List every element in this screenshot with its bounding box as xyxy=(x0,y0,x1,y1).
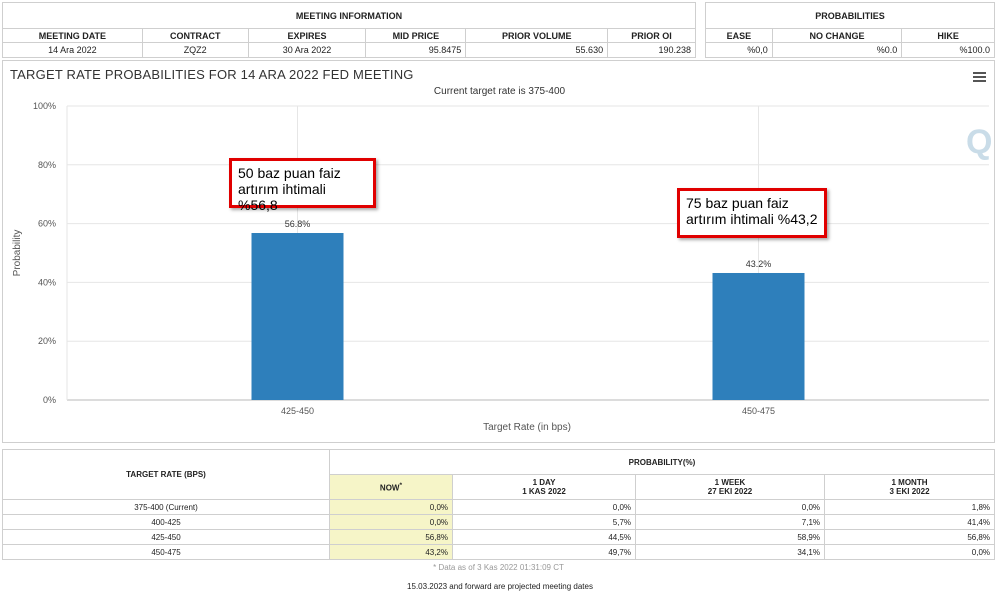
chart-subtitle: Current target rate is 375-400 xyxy=(433,86,566,97)
y-tick-label: 60% xyxy=(38,219,56,229)
row-target-rate: 400-425 xyxy=(2,514,330,530)
row-target-rate: 375-400 (Current) xyxy=(2,499,330,515)
ease-value: %0,0 xyxy=(705,42,773,58)
col-now-label: NOW xyxy=(379,483,400,493)
row-1-day: 49,7% xyxy=(452,544,636,560)
col-1-day: 1 DAY 1 KAS 2022 xyxy=(452,474,636,500)
meeting-info-panel: MEETING INFORMATION MEETING DATE CONTRAC… xyxy=(2,2,696,58)
callout-50bp-line2: artırım ihtimali %56,8 xyxy=(238,181,326,213)
row-now: 0,0% xyxy=(329,514,453,530)
col-meeting-date: MEETING DATE xyxy=(2,28,143,43)
row-1-day: 44,5% xyxy=(452,529,636,545)
callout-50bp-line1: 50 baz puan faiz xyxy=(238,165,341,181)
table-row: 450-475 43,2% 49,7% 34,1% 0,0% xyxy=(2,544,995,560)
row-now: 43,2% xyxy=(329,544,453,560)
contract-value: ZQZ2 xyxy=(141,42,249,58)
row-1-month: 56,8% xyxy=(824,529,995,545)
bar-value-label: 43.2% xyxy=(746,259,772,269)
row-1-week: 0,0% xyxy=(635,499,825,515)
y-axis-label: Probability xyxy=(12,230,23,277)
callout-75bp-line1: 75 baz puan faiz xyxy=(686,195,789,211)
col-1-month-label: 1 MONTH xyxy=(891,478,928,487)
x-axis-label: Target Rate (in bps) xyxy=(483,422,571,433)
col-1-week-date: 27 EKI 2022 xyxy=(707,487,753,496)
col-no-change: NO CHANGE xyxy=(771,28,903,43)
row-1-month: 0,0% xyxy=(824,544,995,560)
probability-history-table: TARGET RATE (BPS) PROBABILITY(%) NOW* 1 … xyxy=(2,449,995,560)
probabilities-panel: PROBABILITIES EASE NO CHANGE HIKE %0,0 %… xyxy=(705,2,995,58)
callout-50bp: 50 baz puan faiz artırım ihtimali %56,8 xyxy=(229,158,376,213)
col-prior-volume: PRIOR VOLUME xyxy=(465,28,609,43)
row-1-week: 7,1% xyxy=(635,514,825,530)
watermark-q-icon: Q xyxy=(966,123,992,161)
bar-450-475[interactable] xyxy=(712,272,805,400)
target-rate-header: TARGET RATE (BPS) xyxy=(2,449,330,500)
bar-value-label: 56.8% xyxy=(285,219,311,229)
row-target-rate: 425-450 xyxy=(2,529,330,545)
col-mid-price: MID PRICE xyxy=(365,28,467,43)
y-tick-label: 40% xyxy=(38,277,56,287)
expires-value: 30 Ara 2022 xyxy=(247,42,367,58)
probability-history-panel: TARGET RATE (BPS) PROBABILITY(%) NOW* 1 … xyxy=(2,449,995,560)
col-1-month: 1 MONTH 3 EKI 2022 xyxy=(824,474,995,500)
col-1-day-label: 1 DAY xyxy=(532,478,556,487)
y-tick-label: 0% xyxy=(43,395,56,405)
row-target-rate: 450-475 xyxy=(2,544,330,560)
callout-75bp-line2: artırım ihtimali %43,2 xyxy=(686,211,818,227)
bar-425-450[interactable] xyxy=(251,233,344,400)
col-contract: CONTRACT xyxy=(141,28,249,43)
meeting-info-table: MEETING INFORMATION MEETING DATE CONTRAC… xyxy=(2,2,696,58)
projected-dates-note: 15.03.2023 and forward are projected mee… xyxy=(407,582,593,591)
col-1-day-date: 1 KAS 2022 xyxy=(522,487,566,496)
y-tick-label: 80% xyxy=(38,160,56,170)
meeting-date-value: 14 Ara 2022 xyxy=(2,42,143,58)
probability-header: PROBABILITY(%) xyxy=(329,449,995,475)
meeting-info-title: MEETING INFORMATION xyxy=(2,2,696,29)
prior-volume-value: 55.630 xyxy=(465,42,609,58)
col-1-week: 1 WEEK 27 EKI 2022 xyxy=(635,474,825,500)
row-1-day: 0,0% xyxy=(452,499,636,515)
row-1-month: 41,4% xyxy=(824,514,995,530)
row-1-week: 58,9% xyxy=(635,529,825,545)
row-1-week: 34,1% xyxy=(635,544,825,560)
col-1-month-date: 3 EKI 2022 xyxy=(889,487,930,496)
probabilities-title: PROBABILITIES xyxy=(705,2,995,29)
col-prior-oi: PRIOR OI xyxy=(607,28,696,43)
col-now: NOW* xyxy=(329,474,453,500)
row-1-month: 1,8% xyxy=(824,499,995,515)
table-row: 400-425 0,0% 5,7% 7,1% 41,4% xyxy=(2,514,995,530)
prior-oi-value: 190.238 xyxy=(607,42,696,58)
y-tick-label: 20% xyxy=(38,336,56,346)
hike-value: %100.0 xyxy=(901,42,995,58)
x-tick-label: 450-475 xyxy=(742,406,775,416)
bar-chart: Q 0% 20% 40% 60% 80% 100% 56.8% 425-450 43.2% 45… xyxy=(12,101,992,433)
callout-75bp: 75 baz puan faiz artırım ihtimali %43,2 xyxy=(677,188,827,238)
data-timestamp-note: * Data as of 3 Kas 2022 01:31:09 CT xyxy=(433,563,564,572)
row-now: 56,8% xyxy=(329,529,453,545)
chart-menu-icon[interactable] xyxy=(973,72,986,82)
x-tick-label: 425-450 xyxy=(281,406,314,416)
col-ease: EASE xyxy=(705,28,773,43)
row-1-day: 5,7% xyxy=(452,514,636,530)
no-change-value: %0.0 xyxy=(771,42,903,58)
table-row: 425-450 56,8% 44,5% 58,9% 56,8% xyxy=(2,529,995,545)
mid-price-value: 95.8475 xyxy=(365,42,467,58)
col-1-week-label: 1 WEEK xyxy=(714,478,746,487)
col-now-marker: * xyxy=(399,481,403,489)
row-now: 0,0% xyxy=(329,499,453,515)
probabilities-table: PROBABILITIES EASE NO CHANGE HIKE %0,0 %… xyxy=(705,2,995,58)
chart-panel: TARGET RATE PROBABILITIES FOR 14 ARA 202… xyxy=(2,60,995,443)
y-tick-label: 100% xyxy=(33,101,56,111)
col-hike: HIKE xyxy=(901,28,995,43)
chart-title: TARGET RATE PROBABILITIES FOR 14 ARA 202… xyxy=(10,67,414,82)
col-expires: EXPIRES xyxy=(247,28,367,43)
table-row: 375-400 (Current) 0,0% 0,0% 0,0% 1,8% xyxy=(2,499,995,515)
